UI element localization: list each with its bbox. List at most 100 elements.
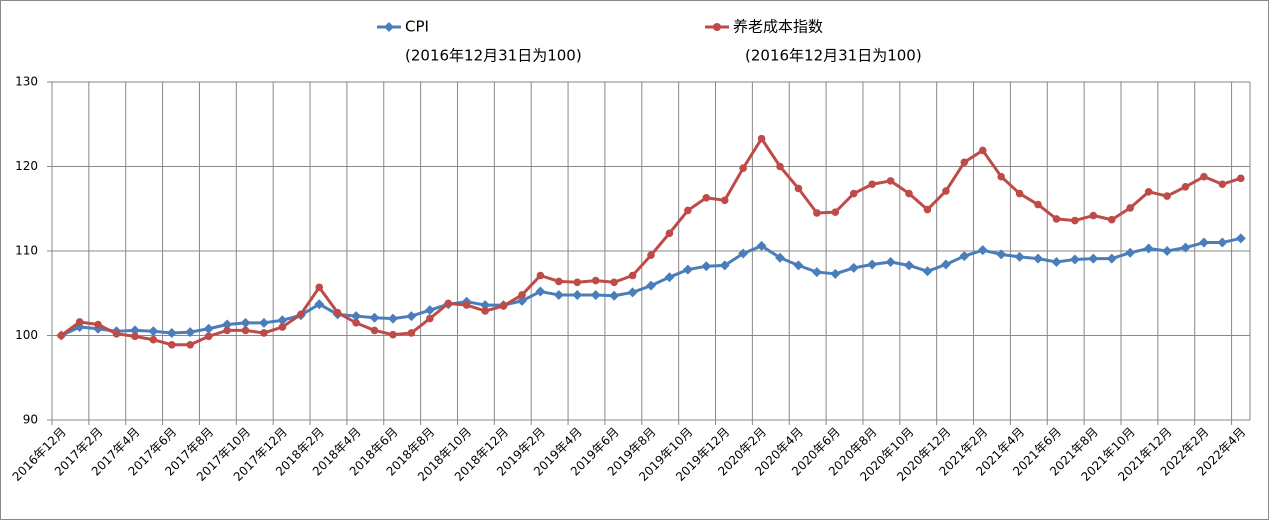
legend-label: CPI — [405, 18, 429, 36]
point — [204, 332, 213, 341]
point — [1089, 211, 1098, 220]
point — [1014, 251, 1025, 262]
point — [627, 287, 638, 298]
point — [905, 189, 913, 198]
point — [1235, 233, 1246, 244]
point — [535, 286, 546, 297]
point — [168, 340, 176, 349]
point — [370, 326, 379, 335]
point — [1198, 237, 1209, 248]
point — [682, 264, 693, 275]
point — [775, 252, 786, 263]
legend-marker — [384, 22, 394, 32]
legend-marker — [713, 23, 721, 31]
point — [166, 327, 177, 338]
point — [186, 340, 195, 349]
point — [203, 323, 214, 334]
point — [223, 326, 231, 335]
point — [94, 320, 102, 329]
point — [1106, 253, 1117, 264]
point — [185, 327, 196, 338]
point — [481, 307, 489, 315]
point — [314, 299, 325, 310]
point — [591, 276, 600, 285]
point — [811, 267, 822, 278]
legend-label: 养老成本指数 — [733, 18, 823, 36]
point — [1236, 174, 1245, 183]
point — [1033, 253, 1044, 264]
point — [867, 259, 878, 270]
legend-note: (2016年12月31日为100) — [405, 47, 582, 65]
point — [738, 248, 749, 259]
point — [1144, 188, 1153, 196]
point — [794, 184, 803, 193]
point — [720, 196, 729, 205]
point — [1071, 216, 1079, 225]
y-tick-label: 120 — [15, 159, 38, 173]
point — [1200, 172, 1208, 181]
point — [553, 289, 564, 300]
point — [922, 266, 933, 277]
point — [258, 317, 269, 328]
point — [1163, 192, 1171, 200]
point — [940, 259, 951, 270]
point — [406, 311, 417, 322]
point — [1162, 246, 1173, 256]
point — [387, 313, 398, 324]
point — [240, 317, 251, 328]
point — [997, 172, 1005, 181]
point — [516, 295, 527, 306]
point — [1180, 242, 1191, 253]
point — [555, 277, 563, 286]
point — [149, 335, 158, 344]
point — [518, 291, 526, 299]
point — [241, 326, 250, 335]
point — [831, 208, 840, 216]
point — [719, 260, 730, 271]
y-tick-label: 110 — [15, 244, 38, 258]
point — [886, 177, 895, 185]
point — [131, 332, 139, 341]
point — [57, 331, 66, 340]
point — [389, 330, 397, 339]
point — [628, 271, 637, 280]
legend-note: (2016年12月31日为100) — [745, 47, 922, 65]
point — [756, 240, 767, 251]
y-tick-label: 100 — [15, 328, 38, 342]
point — [1088, 253, 1099, 264]
point — [664, 272, 675, 283]
point — [904, 260, 915, 271]
point — [813, 209, 821, 217]
point — [1217, 237, 1228, 248]
point — [590, 289, 601, 300]
point — [333, 308, 342, 317]
point — [647, 251, 655, 260]
point — [1218, 180, 1227, 189]
point — [868, 180, 876, 189]
point — [1107, 215, 1116, 224]
point — [793, 260, 804, 271]
point — [996, 249, 1007, 260]
point — [665, 229, 674, 238]
point — [923, 205, 932, 214]
point — [480, 300, 491, 311]
point — [572, 289, 583, 300]
point — [830, 268, 841, 279]
point — [369, 312, 380, 323]
point — [297, 310, 305, 319]
point — [1125, 247, 1136, 258]
point — [1069, 254, 1080, 265]
point — [573, 278, 582, 287]
point — [960, 158, 969, 167]
point — [977, 245, 988, 256]
point — [942, 187, 950, 195]
point — [849, 189, 858, 198]
point — [1015, 189, 1024, 198]
point — [462, 301, 471, 309]
point — [1052, 215, 1061, 223]
point — [426, 314, 434, 323]
point — [536, 271, 545, 280]
point — [315, 283, 324, 292]
point — [351, 311, 362, 322]
